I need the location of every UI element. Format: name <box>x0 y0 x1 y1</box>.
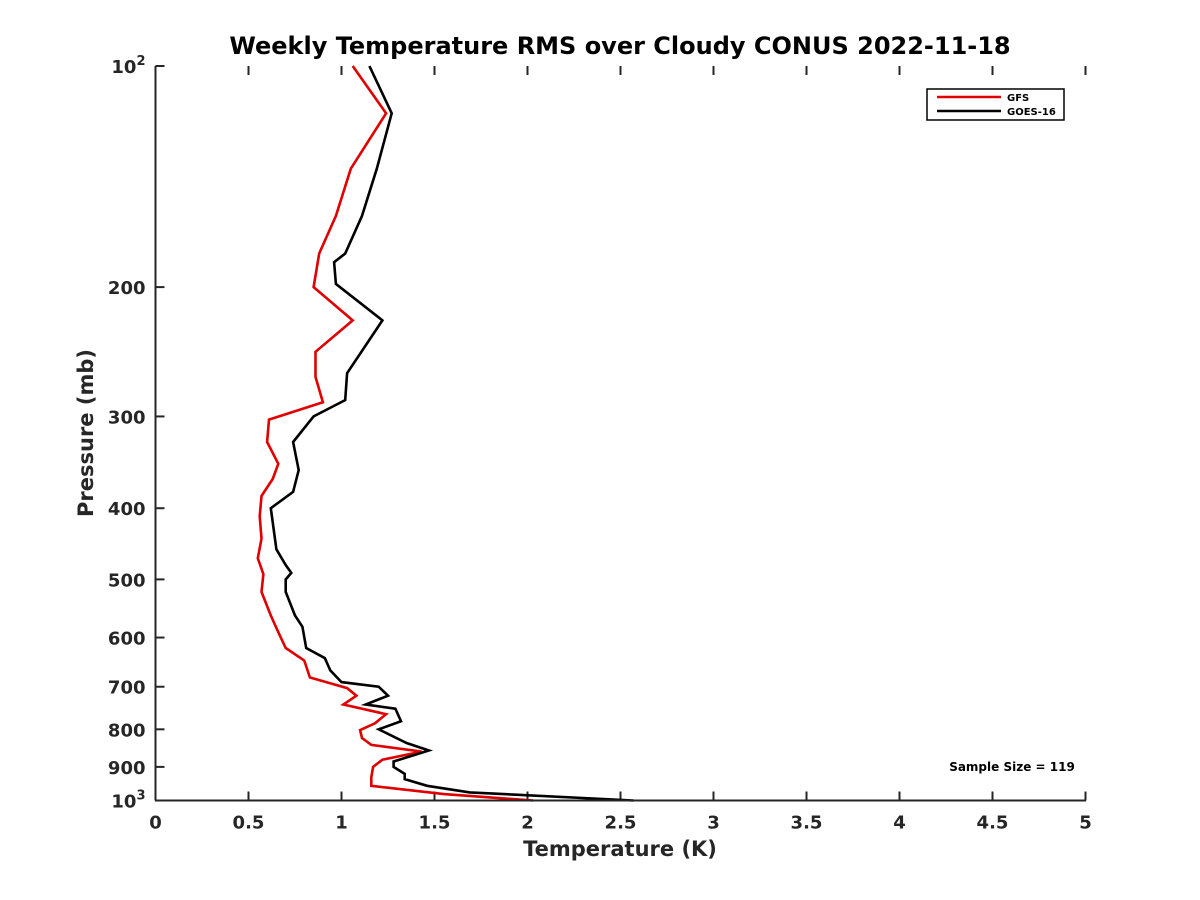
y-tick-label: 102 <box>111 54 145 78</box>
x-tick-label: 4.5 <box>977 813 1009 834</box>
ticks-layer: 0 0.5 1 1.5 2 2.5 3 3.5 4 4.5 5 102 200 300 400 500 600 7… <box>108 54 1092 834</box>
x-tick-label: 0 <box>149 813 162 834</box>
x-tick-label: 1 <box>335 813 348 834</box>
y-tick-label: 300 <box>108 407 146 428</box>
series-layer <box>256 65 634 802</box>
y-tick-label: 400 <box>108 499 146 520</box>
legend-label-gfs: GFS <box>1007 93 1029 104</box>
x-tick-label: 4 <box>893 813 906 834</box>
y-tick-label: 700 <box>108 678 146 699</box>
series-line-goes-16 <box>269 65 634 802</box>
y-tick-label: 500 <box>108 570 146 591</box>
x-tick-label: 5 <box>1079 813 1092 834</box>
x-tick-label: 3.5 <box>791 813 823 834</box>
y-tick-label: 900 <box>108 758 146 779</box>
legend-box <box>926 88 1065 121</box>
y-tick-label: 103 <box>111 789 145 813</box>
y-tick-label: 800 <box>108 720 146 741</box>
x-axis-label: Temperature (K) <box>523 837 717 861</box>
chart-title: Weekly Temperature RMS over Cloudy CONUS… <box>229 32 1010 60</box>
sample-size-annotation: Sample Size = 119 <box>949 760 1075 774</box>
legend-label-goes-16: GOES-16 <box>1007 107 1056 118</box>
series-line-gfs <box>256 65 534 802</box>
x-tick-label: 0.5 <box>233 813 265 834</box>
legend: GFS GOES-16 <box>926 88 1065 121</box>
x-tick-label: 2 <box>521 813 534 834</box>
y-axis-label: Pressure (mb) <box>74 349 98 517</box>
y-tick-label: 200 <box>108 278 146 299</box>
y-tick-label: 600 <box>108 629 146 650</box>
x-tick-label: 3 <box>707 813 720 834</box>
x-tick-label: 1.5 <box>419 813 451 834</box>
x-tick-label: 2.5 <box>605 813 637 834</box>
